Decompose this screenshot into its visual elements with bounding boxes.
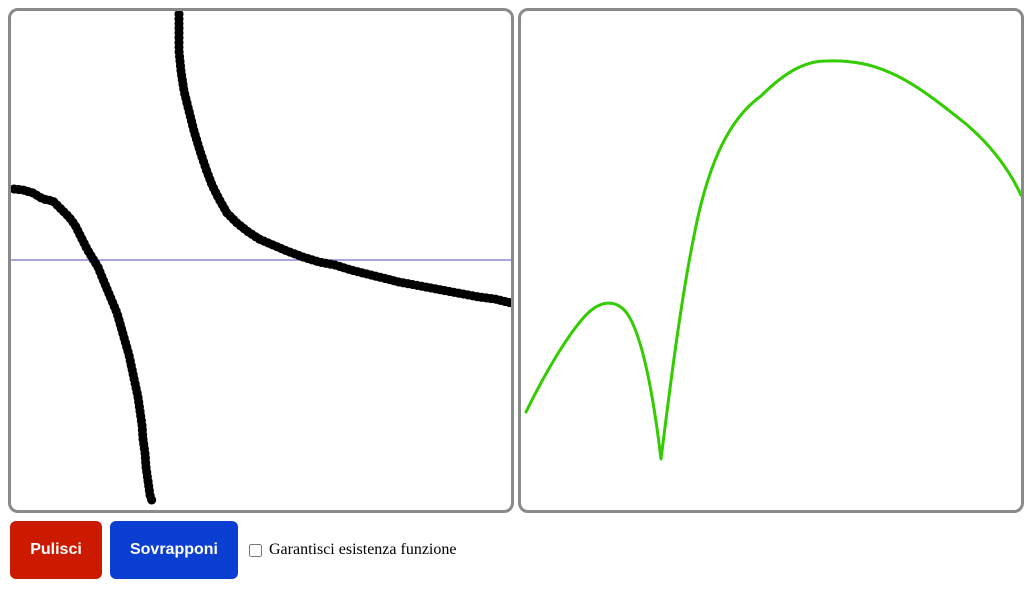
ensure-function-option[interactable]: Garantisci esistenza funzione [247,539,456,561]
result-canvas [518,8,1024,513]
result-curve [524,59,1021,461]
drawing-canvas[interactable] [8,8,514,513]
ensure-function-label: Garantisci esistenza funzione [269,541,457,558]
result-surface [524,59,1021,461]
drawing-surface[interactable] [11,11,511,510]
clear-button[interactable]: Pulisci [10,521,102,579]
drawn-curve-left-branch [11,184,157,506]
ensure-function-checkbox[interactable] [249,543,262,557]
overlay-button[interactable]: Sovrapponi [110,521,238,579]
drawn-curve-right-branch [174,11,511,308]
